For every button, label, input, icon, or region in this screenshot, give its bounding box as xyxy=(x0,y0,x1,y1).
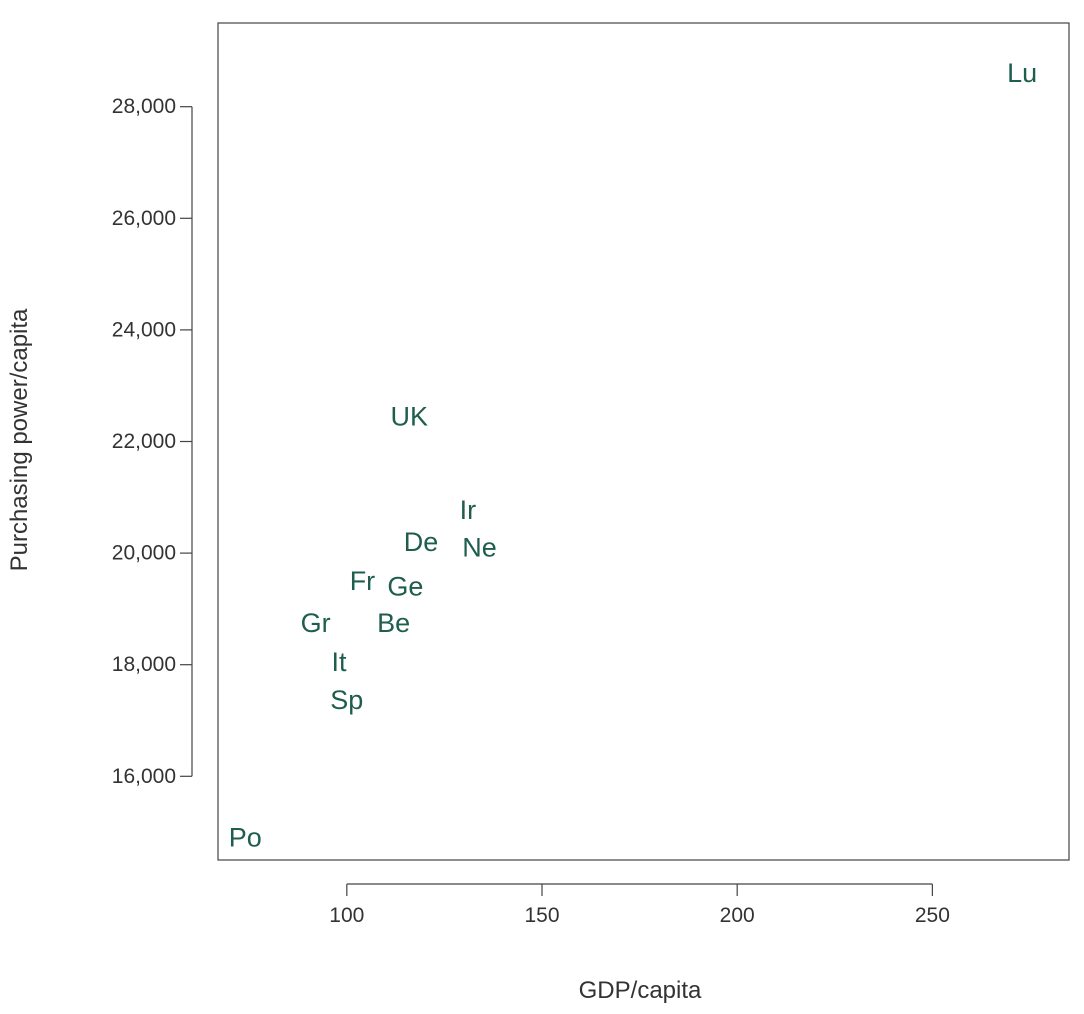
plot-area-frame xyxy=(217,22,1070,861)
y-tick-label: 22,000 xyxy=(112,430,176,453)
x-tick-label: 200 xyxy=(720,904,755,927)
x-tick-label: 150 xyxy=(524,904,559,927)
y-tick-label: 16,000 xyxy=(112,765,176,788)
y-axis: 16,000 18,000 20,000 22,000 24,000 26,000 28,0… xyxy=(112,95,193,788)
y-tick-label: 28,000 xyxy=(112,95,176,118)
data-point-label: UK xyxy=(391,401,429,431)
y-tick-label: 26,000 xyxy=(112,207,176,230)
data-point-label: Be xyxy=(377,608,410,638)
data-labels: Lu UK Ir De Ne Fr Ge Gr Be It Sp Po xyxy=(229,58,1037,852)
x-axis: 100 150 200 250 xyxy=(329,883,950,927)
data-point-label: Ge xyxy=(387,572,423,602)
data-point-label: Lu xyxy=(1007,58,1037,88)
data-point-label: Ir xyxy=(460,495,477,525)
x-tick-label: 250 xyxy=(915,904,950,927)
data-point-label: Ne xyxy=(462,533,497,563)
y-tick-label: 20,000 xyxy=(112,542,176,565)
data-point-label: It xyxy=(332,647,348,677)
x-axis-title: GDP/capita xyxy=(579,977,702,1004)
data-point-label: Fr xyxy=(350,566,375,596)
x-tick-label: 100 xyxy=(329,904,364,927)
data-point-label: Gr xyxy=(301,608,331,638)
data-point-label: Po xyxy=(229,823,262,853)
data-point-label: Sp xyxy=(330,685,363,715)
data-point-label: De xyxy=(404,527,439,557)
y-tick-label: 24,000 xyxy=(112,318,176,341)
y-tick-label: 18,000 xyxy=(112,653,176,676)
y-axis-title: Purchasing power/capita xyxy=(6,308,33,571)
